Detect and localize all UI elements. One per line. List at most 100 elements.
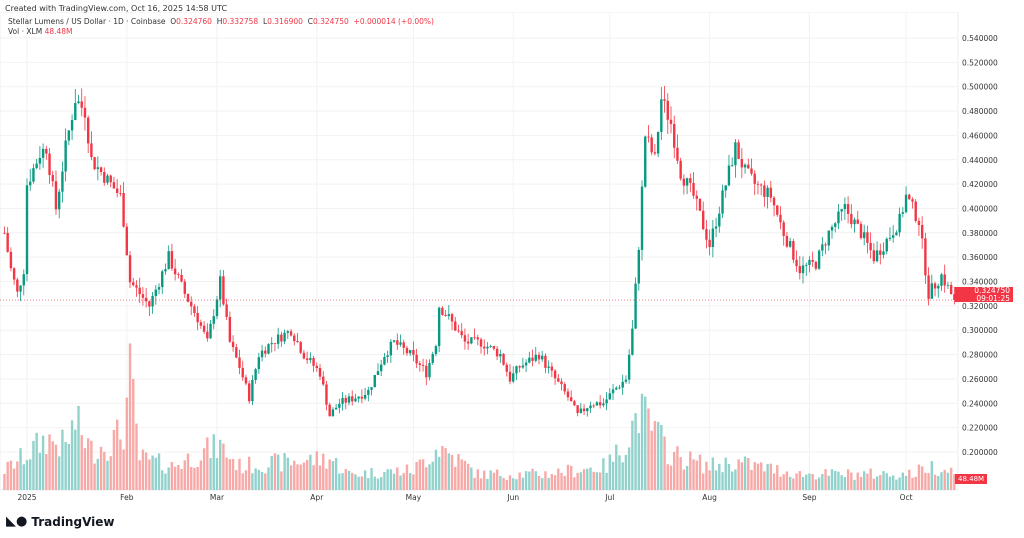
candle-body (244, 377, 248, 384)
volume-bar (132, 379, 135, 490)
volume-bar (595, 472, 599, 490)
volume-bar (766, 464, 769, 490)
candle-body (560, 381, 563, 385)
candle-body (479, 339, 483, 347)
volume-bar (843, 477, 847, 490)
volume-bar (721, 472, 724, 490)
candle-body (225, 304, 228, 317)
candle-body (908, 194, 911, 200)
volume-bar (141, 449, 145, 490)
volume-bar (544, 471, 547, 490)
volume-bar (170, 462, 174, 490)
candle-body (219, 276, 222, 300)
volume-bar (58, 456, 61, 490)
volume-bar (183, 460, 186, 490)
candle-body (785, 235, 789, 247)
candle-body (267, 344, 270, 354)
volume-bar (946, 472, 950, 490)
volume-bar (650, 430, 653, 490)
volume-bar (80, 435, 83, 490)
candle-body (589, 405, 592, 409)
volume-bar (776, 465, 779, 490)
volume-label: Vol · XLM (8, 27, 43, 36)
candle-body (737, 142, 740, 160)
tradingview-logo[interactable]: ◣● TradingView (6, 514, 114, 529)
volume-bar (450, 454, 454, 490)
candle-body (196, 313, 199, 323)
candle-body (747, 164, 750, 169)
candle-body (357, 396, 360, 399)
volume-bar (541, 478, 544, 490)
candle-body (247, 383, 251, 402)
candle-body (173, 268, 177, 275)
candle-body (86, 117, 90, 144)
candle-body (676, 147, 679, 161)
volume-bar (779, 476, 782, 490)
candle-body (286, 331, 290, 333)
volume-bar (801, 477, 805, 490)
candle-body (740, 159, 744, 168)
volume-bar (753, 462, 756, 490)
candle-body (743, 164, 747, 168)
candle-body (534, 354, 537, 361)
candle-body (170, 251, 174, 269)
candle-body (315, 365, 318, 369)
volume-bar (209, 458, 212, 490)
volume-bar (19, 448, 22, 490)
candle-body (505, 364, 508, 372)
candle-body (251, 380, 254, 402)
volume-bar (351, 472, 354, 490)
candle-body (289, 331, 293, 336)
volume-bar (859, 476, 863, 490)
volume-bar (376, 478, 380, 490)
volume-bar (428, 464, 431, 490)
candle-body (386, 355, 389, 358)
candle-body (206, 331, 209, 339)
volume-bar (634, 413, 637, 490)
volume-bar (698, 454, 702, 490)
candle-body (615, 387, 618, 390)
candle-body (202, 325, 206, 332)
volume-bar (293, 460, 296, 490)
volume-bar (624, 454, 628, 490)
volume-bar (798, 471, 801, 490)
volume-bar (869, 468, 872, 490)
volume-bar (383, 472, 386, 490)
candle-body (441, 307, 444, 315)
volume-bar (215, 458, 219, 490)
volume-bar (247, 456, 251, 490)
volume-bar (759, 462, 763, 490)
candle-body (351, 396, 354, 402)
volume-bar (592, 471, 595, 490)
price-chart[interactable]: 0.540000 0.520000 0.500000 0.480000 0.460000… (0, 12, 1024, 502)
symbol-title[interactable]: Stellar Lumens / US Dollar · 1D · Coinba… (8, 17, 166, 26)
candle-body (22, 274, 25, 286)
volume-bar (949, 467, 953, 490)
volume-bar (605, 472, 608, 490)
candle-body (850, 213, 853, 225)
volume-bar (231, 459, 235, 490)
volume-bar (656, 421, 660, 490)
candle-body (541, 355, 544, 360)
volume-bar (917, 464, 921, 490)
volume-bar (724, 457, 727, 490)
candle-body (553, 370, 557, 379)
candle-body (161, 271, 164, 288)
candle-body (592, 405, 595, 407)
candle-body (418, 363, 422, 365)
candle-body (9, 251, 13, 269)
volume-bar (505, 479, 508, 490)
x-tick-label: Apr (310, 493, 324, 502)
volume-bar (421, 459, 425, 490)
candle-body (454, 321, 457, 331)
candle-body (656, 131, 660, 154)
candle-body (515, 366, 518, 374)
volume-bar (186, 453, 190, 490)
volume-bar (740, 462, 744, 490)
volume-bar (792, 478, 795, 490)
candle-body (58, 191, 61, 210)
volume-bar (673, 451, 676, 490)
candle-body (280, 334, 283, 342)
candle-body (949, 284, 953, 295)
volume-bar (354, 474, 357, 490)
